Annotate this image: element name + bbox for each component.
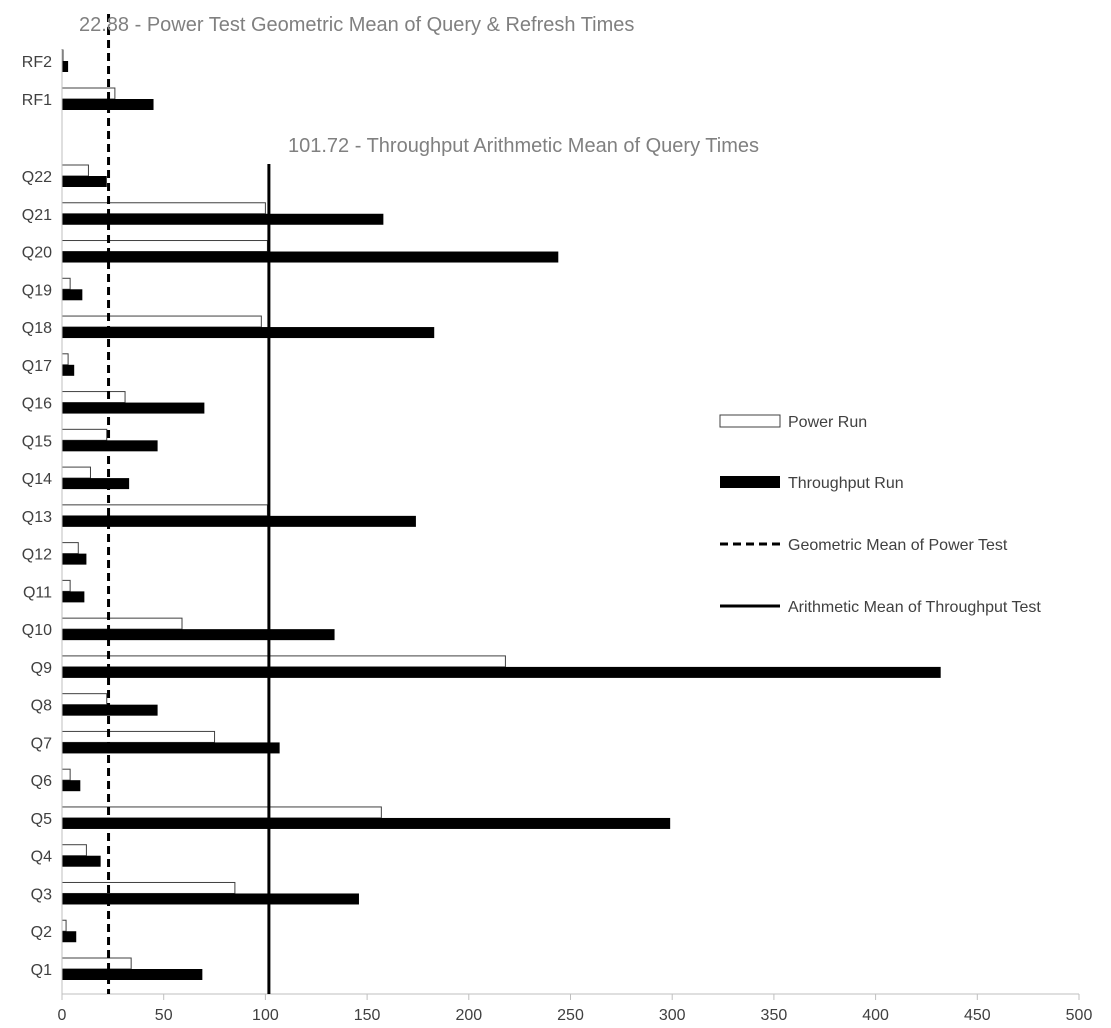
bar-throughput-q14 xyxy=(62,478,130,490)
bar-throughput-q1 xyxy=(62,969,203,980)
bar-power-q13 xyxy=(61,504,268,517)
category-label-q18: Q18 xyxy=(22,320,52,337)
category-label-q10: Q10 xyxy=(22,622,52,639)
bar-throughput-q7 xyxy=(62,742,280,754)
x-tick-label-250: 250 xyxy=(557,1007,584,1024)
category-label-q17: Q17 xyxy=(22,358,52,375)
category-label-q12: Q12 xyxy=(22,547,52,564)
bar-throughput-q21 xyxy=(62,213,384,225)
category-label-q15: Q15 xyxy=(22,433,52,450)
legend-throughput-label: Throughput Run xyxy=(788,475,904,492)
bar-group xyxy=(61,49,941,980)
bar-power-q17 xyxy=(61,353,69,366)
reference-lines xyxy=(107,14,271,994)
category-label-q14: Q14 xyxy=(22,471,52,488)
bar-throughput-q16 xyxy=(62,402,205,414)
bar-power-q19 xyxy=(61,277,71,290)
legend: Power Run Throughput Run Geometric Mean of… xyxy=(719,414,1041,616)
x-tick-label-450: 450 xyxy=(964,1007,991,1024)
x-tick-label-100: 100 xyxy=(252,1007,279,1024)
bar-power-q12 xyxy=(61,542,79,555)
bar-power-q6 xyxy=(61,768,71,781)
bar-power-q16 xyxy=(61,391,126,404)
x-tick-label-350: 350 xyxy=(761,1007,788,1024)
legend-power-label: Power Run xyxy=(788,414,867,431)
category-label-q16: Q16 xyxy=(22,396,52,413)
legend-power-swatch xyxy=(719,414,781,428)
category-label-q21: Q21 xyxy=(22,207,52,224)
category-label-q6: Q6 xyxy=(31,773,52,790)
annotations: 22.88 - Power Test Geometric Mean of Que… xyxy=(79,14,759,157)
bar-throughput-rf1 xyxy=(62,99,154,110)
bar-throughput-q17 xyxy=(62,364,75,376)
bar-power-q20 xyxy=(61,240,268,253)
category-label-q9: Q9 xyxy=(31,660,52,677)
category-label-q5: Q5 xyxy=(31,811,52,828)
legend-arithmetic-label: Arithmetic Mean of Throughput Test xyxy=(788,599,1041,616)
geometric-mean-annotation: 22.88 - Power Test Geometric Mean of Que… xyxy=(79,14,634,36)
bar-throughput-q11 xyxy=(62,591,85,603)
category-label-q7: Q7 xyxy=(31,735,52,752)
bar-power-q21 xyxy=(61,202,266,215)
bar-power-q4 xyxy=(61,844,87,857)
bar-throughput-q3 xyxy=(62,893,359,905)
bar-throughput-q9 xyxy=(62,666,941,678)
bar-throughput-q19 xyxy=(62,289,83,301)
x-tick-label-0: 0 xyxy=(58,1007,67,1024)
bar-power-q11 xyxy=(61,579,71,592)
x-tick-label-400: 400 xyxy=(862,1007,889,1024)
x-tick-label-500: 500 xyxy=(1066,1007,1093,1024)
bar-throughput-q18 xyxy=(62,327,435,339)
legend-throughput-swatch xyxy=(720,476,780,488)
x-tick-label-150: 150 xyxy=(354,1007,381,1024)
bar-power-q22 xyxy=(61,164,89,177)
x-tick-label-200: 200 xyxy=(455,1007,482,1024)
bar-throughput-q13 xyxy=(62,515,416,527)
category-label-q11: Q11 xyxy=(23,584,52,601)
x-tick-label-50: 50 xyxy=(155,1007,173,1024)
bar-throughput-q22 xyxy=(62,176,107,187)
category-label-q8: Q8 xyxy=(31,698,52,715)
bar-throughput-q10 xyxy=(62,629,335,641)
category-label-rf1: RF1 xyxy=(22,92,52,109)
bar-power-q15 xyxy=(61,428,108,441)
category-labels: RF2 RF1 Q22 Q21 Q20 Q19 Q18 Q17 Q16 Q15 Q14 Q13 Q12 Q… xyxy=(22,54,52,979)
bar-power-q8 xyxy=(61,693,108,706)
category-label-q20: Q20 xyxy=(22,245,52,262)
category-label-q22: Q22 xyxy=(22,169,52,186)
bar-power-q7 xyxy=(61,730,216,743)
category-label-q19: Q19 xyxy=(22,282,52,299)
bar-throughput-q4 xyxy=(62,855,101,867)
bar-throughput-q20 xyxy=(62,251,559,263)
arithmetic-mean-annotation: 101.72 - Throughput Arithmetic Mean of Q… xyxy=(288,135,759,157)
category-label-rf2: RF2 xyxy=(22,54,52,71)
bar-power-q18 xyxy=(61,315,262,328)
bar-throughput-q6 xyxy=(62,780,81,792)
bar-power-q9 xyxy=(61,655,506,668)
x-tick-label-300: 300 xyxy=(659,1007,686,1024)
bar-throughput-q12 xyxy=(62,553,87,565)
legend-geometric-label: Geometric Mean of Power Test xyxy=(788,537,1008,554)
bar-power-q10 xyxy=(61,617,183,630)
bar-power-q3 xyxy=(61,881,236,894)
category-label-q4: Q4 xyxy=(31,849,52,866)
category-label-q1: Q1 xyxy=(31,962,52,979)
category-label-q13: Q13 xyxy=(22,509,52,526)
bar-power-q1 xyxy=(61,957,132,970)
bar-power-q14 xyxy=(61,466,91,479)
bar-throughput-rf2 xyxy=(62,61,69,72)
bar-throughput-q2 xyxy=(62,931,77,943)
x-tick-group: 0 50 100 150 200 250 300 350 400 450 500 xyxy=(58,994,1093,1024)
bar-throughput-q5 xyxy=(62,817,671,829)
bar-power-q2 xyxy=(61,919,67,932)
category-label-q2: Q2 xyxy=(31,924,52,941)
bar-power-rf1 xyxy=(61,87,116,100)
category-label-q3: Q3 xyxy=(31,886,52,903)
